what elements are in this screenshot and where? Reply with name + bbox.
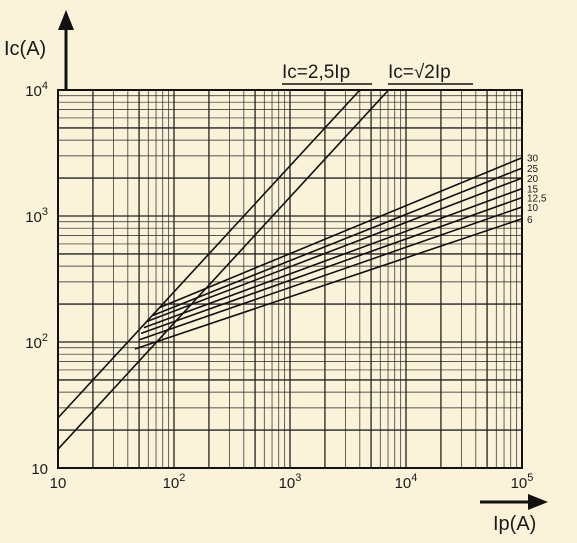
y-axis-arrow: [58, 10, 74, 90]
series-line: [57, 89, 390, 450]
series-label: Ic=√2Ip: [388, 62, 451, 83]
series-line: [57, 89, 361, 419]
series-line: [140, 196, 523, 335]
x-axis-label: Ip(A): [493, 513, 536, 535]
grid-major: [57, 90, 522, 469]
x-axis-arrow: [480, 494, 548, 510]
x-tick-label: 102: [163, 472, 186, 492]
series-label: 12,5: [527, 194, 547, 205]
series-label: 30: [527, 154, 539, 165]
series-line: [146, 177, 523, 323]
series-line: [138, 206, 523, 341]
plot-frame: [57, 89, 523, 469]
y-axis-label: Ic(A): [4, 38, 46, 60]
x-tick-label: 104: [395, 472, 418, 492]
y-tick-label: 104: [25, 80, 48, 100]
x-tick-label: 10: [50, 475, 67, 492]
y-tick-label: 10: [31, 461, 48, 478]
series-line: [152, 167, 523, 317]
series-line: [159, 156, 523, 309]
x-tick-label: 105: [511, 472, 534, 492]
series-label: 25: [527, 164, 539, 175]
series-label: 20: [527, 174, 539, 185]
series-label: 6: [527, 215, 533, 226]
series-label: 15: [527, 185, 539, 196]
series-label: 10: [527, 203, 539, 214]
y-tick-label: 103: [25, 206, 48, 226]
series-label: Ic=2,5Ip: [282, 62, 350, 83]
y-tick-label: 102: [25, 332, 48, 352]
series-layer: [57, 89, 523, 450]
x-tick-label: 103: [279, 472, 302, 492]
series-line: [134, 218, 523, 350]
series-line: [143, 187, 523, 329]
